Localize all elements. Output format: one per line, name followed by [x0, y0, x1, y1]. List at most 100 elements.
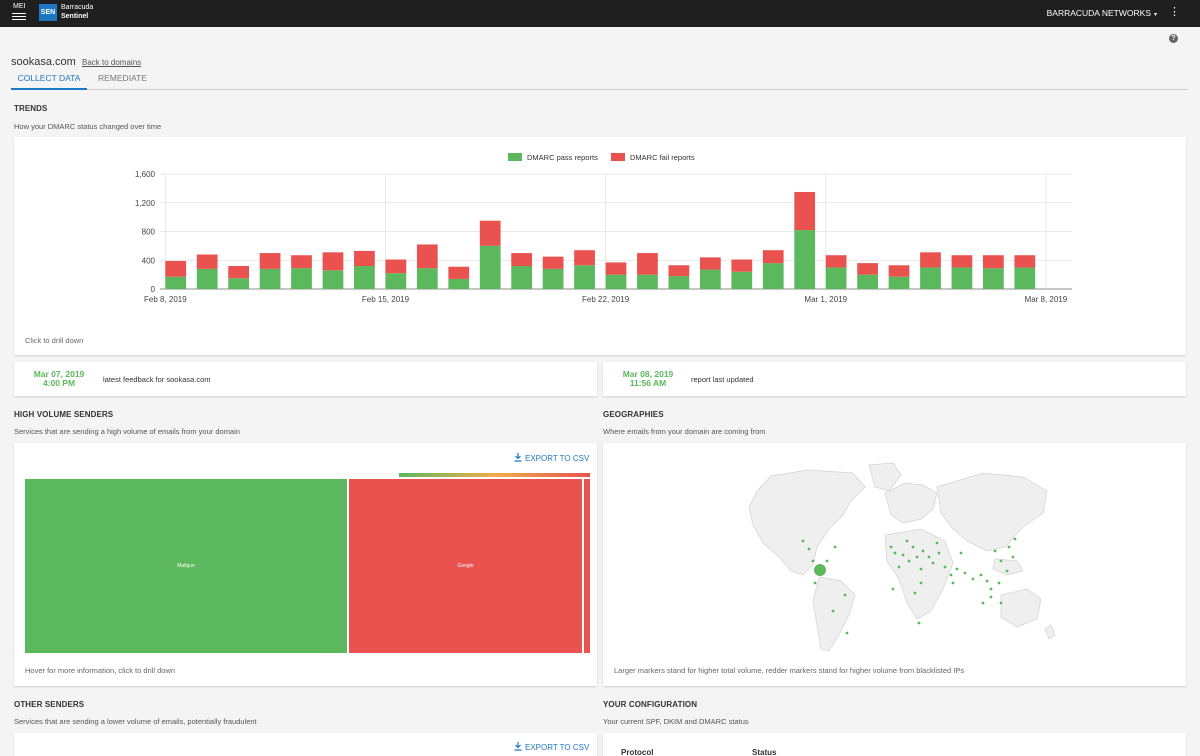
- bar-pass[interactable]: [668, 276, 690, 289]
- chart-xtick-label: Feb 15, 2019: [362, 295, 410, 304]
- bar-fail[interactable]: [762, 250, 784, 264]
- treemap-cell-other[interactable]: [584, 479, 590, 653]
- other-senders-card: EXPORT TO CSV: [14, 733, 597, 756]
- tab-remediate[interactable]: REMEDIATE: [98, 73, 147, 83]
- bar-pass[interactable]: [542, 268, 564, 289]
- top-bar: MEI SEN Barracuda Sentinel BARRACUDA NET…: [0, 0, 1200, 27]
- back-to-domains-link[interactable]: Back to domains: [82, 58, 142, 67]
- bar-fail[interactable]: [448, 266, 470, 279]
- bar-pass[interactable]: [574, 265, 595, 289]
- kebab-icon[interactable]: ⋮: [1169, 6, 1180, 18]
- menu-button[interactable]: MEI: [12, 3, 28, 22]
- bar-pass[interactable]: [637, 274, 658, 289]
- high-volume-title: HIGH VOLUME SENDERS: [14, 410, 114, 419]
- bar-fail[interactable]: [951, 255, 973, 268]
- report-updated-date: Mar 08, 2019: [622, 369, 674, 379]
- chart-xtick-label: Feb 22, 2019: [582, 295, 630, 304]
- bar-pass[interactable]: [951, 267, 973, 289]
- other-senders-export-button[interactable]: EXPORT TO CSV: [514, 742, 589, 752]
- bar-pass[interactable]: [479, 245, 501, 289]
- bar-fail[interactable]: [605, 262, 627, 275]
- bar-fail[interactable]: [291, 255, 312, 269]
- report-updated-time: 11:56 AM: [629, 378, 667, 388]
- bar-fail[interactable]: [228, 266, 249, 279]
- treemap-cell-mailgun[interactable]: Mailgun: [25, 479, 347, 653]
- report-updated-timestamp: Mar 08, 2019 11:56 AM: [613, 370, 683, 388]
- bar-pass[interactable]: [259, 268, 281, 289]
- legend-pass[interactable]: DMARC pass reports: [508, 153, 598, 162]
- bar-fail[interactable]: [259, 253, 281, 269]
- download-icon: [514, 453, 522, 462]
- bar-fail[interactable]: [1014, 255, 1036, 268]
- bar-pass[interactable]: [416, 268, 438, 289]
- bar-fail[interactable]: [511, 253, 533, 266]
- high-volume-footer: Hover for more information, click to dri…: [25, 666, 176, 675]
- other-senders-export-label: EXPORT TO CSV: [525, 743, 590, 752]
- bar-pass[interactable]: [983, 268, 1004, 289]
- bar-fail[interactable]: [888, 265, 910, 277]
- bar-pass[interactable]: [511, 266, 533, 289]
- bar-pass[interactable]: [165, 276, 187, 289]
- bar-fail[interactable]: [920, 252, 941, 268]
- world-map[interactable]: [603, 443, 1186, 658]
- hamburger-icon: [12, 13, 26, 20]
- logo-line2: Sentinel: [61, 12, 89, 20]
- download-icon: [514, 742, 522, 751]
- configuration-subtitle: Your current SPF, DKIM and DMARC status: [603, 717, 749, 726]
- bar-pass[interactable]: [857, 274, 878, 289]
- bar-fail[interactable]: [731, 259, 753, 272]
- tab-collect-data[interactable]: COLLECT DATA: [11, 73, 87, 90]
- bar-pass[interactable]: [605, 274, 627, 289]
- trends-subtitle: How your DMARC status changed over time: [14, 122, 162, 131]
- bar-fail[interactable]: [416, 244, 438, 269]
- bar-fail[interactable]: [699, 257, 721, 270]
- bar-fail[interactable]: [165, 260, 187, 277]
- bar-pass[interactable]: [385, 273, 407, 289]
- bar-fail[interactable]: [542, 256, 564, 269]
- bar-fail[interactable]: [794, 191, 816, 231]
- configuration-card: Protocol Status: [603, 733, 1186, 756]
- bar-fail[interactable]: [196, 254, 218, 269]
- bar-fail[interactable]: [574, 250, 595, 266]
- bar-pass[interactable]: [762, 263, 784, 289]
- bar-pass[interactable]: [354, 266, 375, 289]
- report-updated-card: Mar 08, 2019 11:56 AM report last update…: [603, 362, 1186, 396]
- account-menu[interactable]: BARRACUDA NETWORKS ▾: [1047, 8, 1157, 18]
- bar-pass[interactable]: [825, 267, 847, 289]
- bar-pass[interactable]: [322, 270, 344, 289]
- config-col-status: Status: [752, 748, 777, 756]
- bar-pass[interactable]: [228, 278, 249, 289]
- legend-fail[interactable]: DMARC fail reports: [611, 153, 695, 162]
- other-senders-title: OTHER SENDERS: [14, 700, 85, 709]
- geographies-card: Larger markers stand for higher total vo…: [603, 443, 1186, 686]
- trends-chart[interactable]: 0 400 800 1,200 1,600 Feb 8, 2019 Feb 15, 2019…: [14, 165, 1186, 345]
- bar-fail[interactable]: [479, 220, 501, 246]
- bar-fail[interactable]: [668, 265, 690, 277]
- bar-pass[interactable]: [888, 276, 910, 289]
- latest-feedback-timestamp: Mar 07, 2019 4:00 PM: [24, 370, 94, 388]
- bar-pass[interactable]: [920, 267, 941, 289]
- treemap-cell-google[interactable]: Google: [349, 479, 582, 653]
- bar-fail[interactable]: [385, 259, 407, 274]
- bar-fail[interactable]: [637, 253, 658, 275]
- chart-xtick-label: Mar 8, 2019: [1025, 295, 1068, 304]
- bar-pass[interactable]: [448, 278, 470, 289]
- bar-fail[interactable]: [825, 255, 847, 268]
- high-volume-export-button[interactable]: EXPORT TO CSV: [514, 453, 589, 463]
- logo-badge: SEN: [39, 4, 57, 21]
- bar-pass[interactable]: [196, 268, 218, 289]
- bar-pass[interactable]: [699, 269, 721, 289]
- bar-pass[interactable]: [291, 268, 312, 289]
- chart-xtick-label: Feb 8, 2019: [144, 295, 187, 304]
- report-updated-label: report last updated: [691, 375, 754, 384]
- bar-fail[interactable]: [983, 255, 1004, 269]
- config-col-protocol: Protocol: [621, 748, 654, 756]
- geographies-footer: Larger markers stand for higher total vo…: [614, 666, 965, 675]
- bar-pass[interactable]: [794, 230, 816, 289]
- help-icon[interactable]: ?: [1169, 34, 1178, 43]
- bar-fail[interactable]: [354, 250, 375, 266]
- bar-pass[interactable]: [1014, 267, 1036, 289]
- bar-fail[interactable]: [857, 263, 878, 275]
- bar-fail[interactable]: [322, 252, 344, 271]
- bar-pass[interactable]: [731, 271, 753, 289]
